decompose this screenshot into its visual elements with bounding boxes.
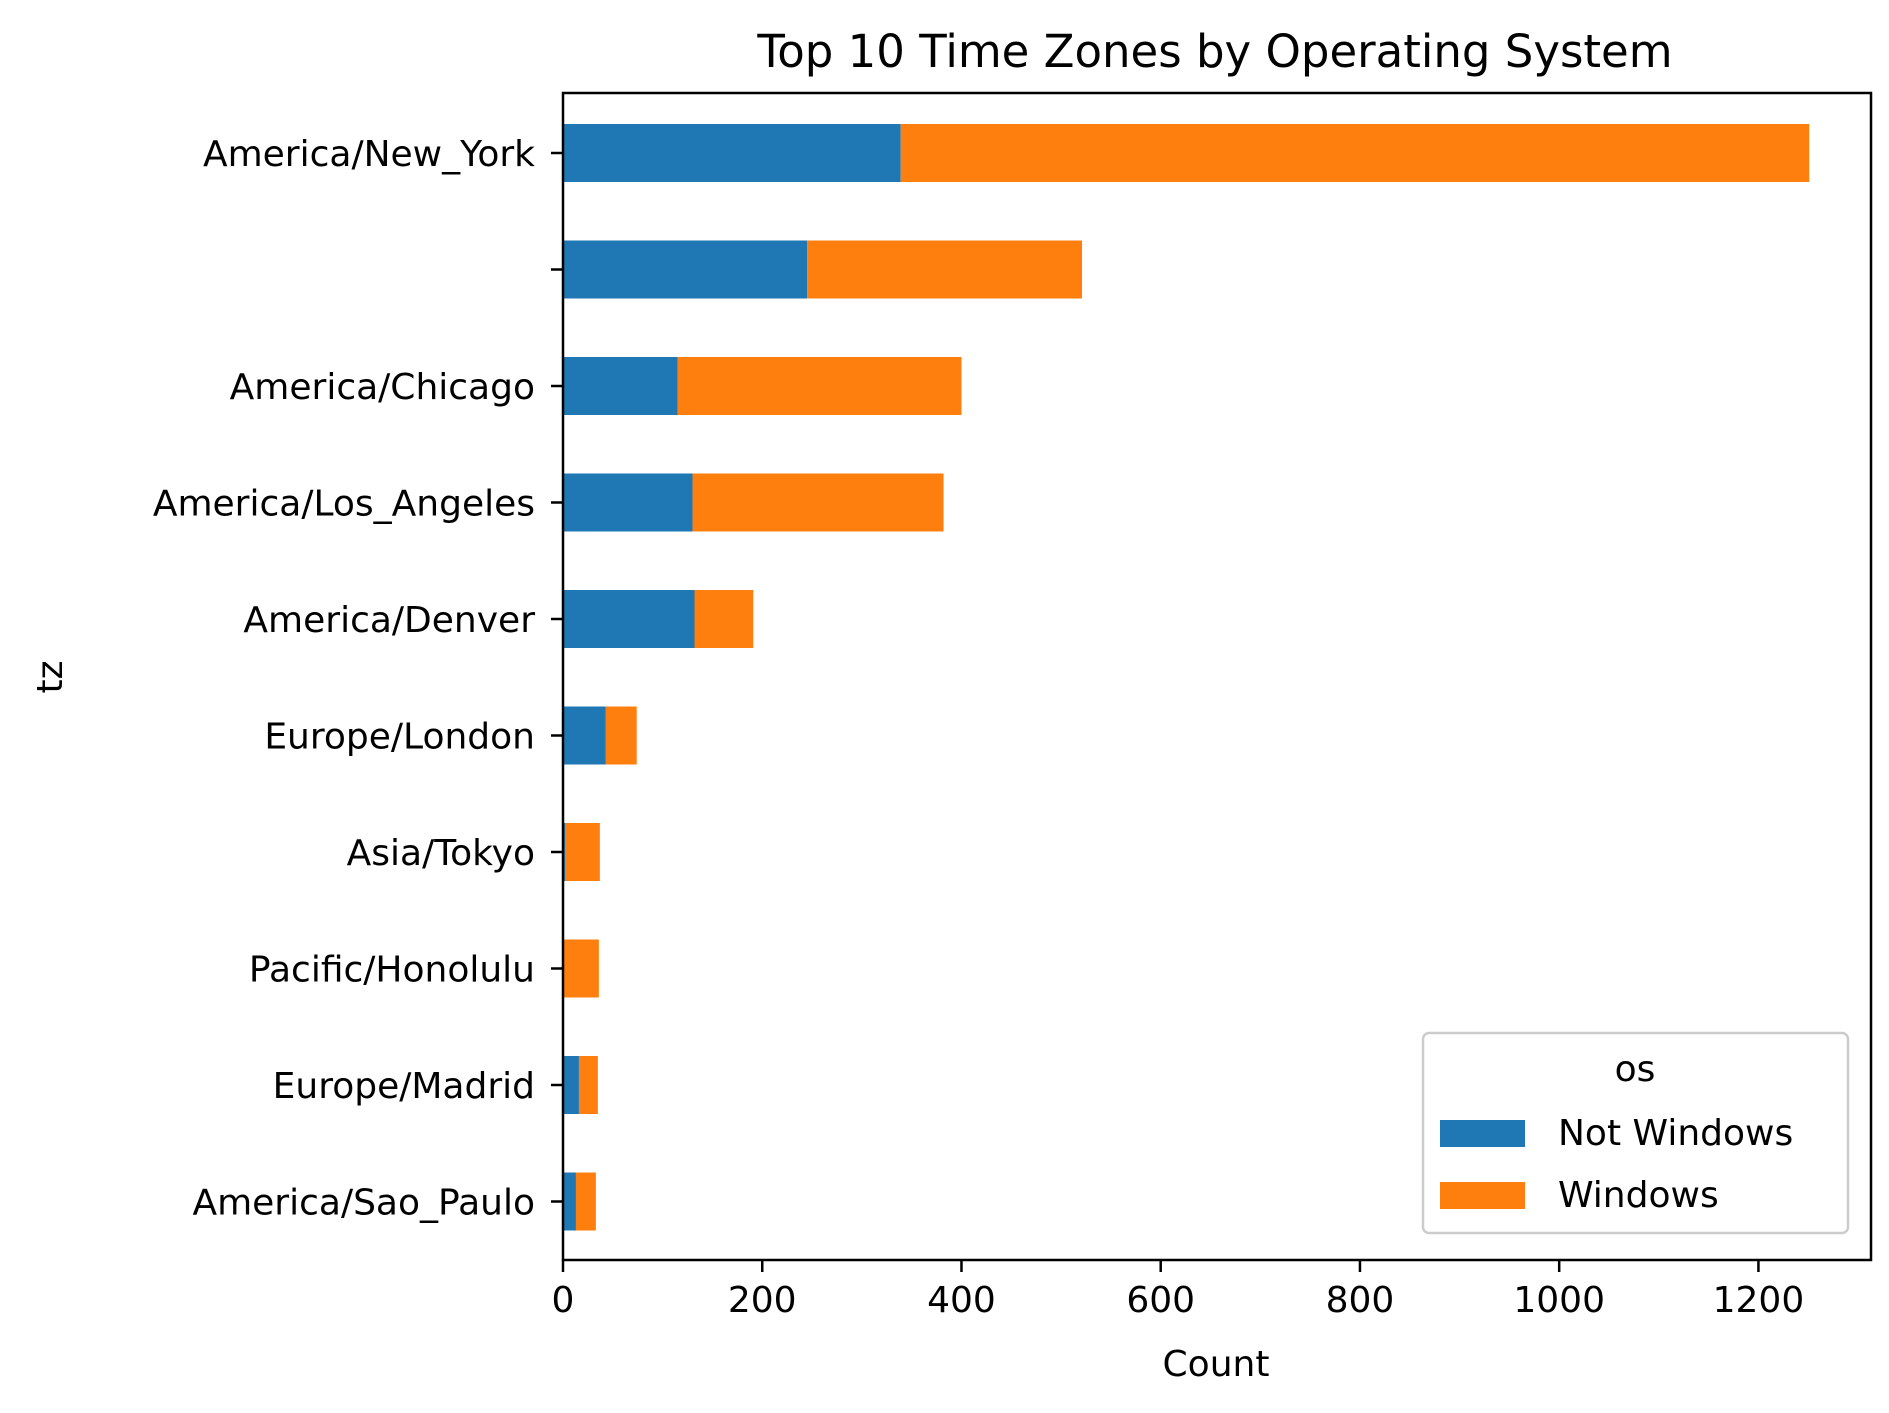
bar-windows-asia-tokyo [564,823,600,881]
plot-area-frame [561,91,1873,1262]
y-tick-label: Europe/London [264,717,535,758]
x-tick-label: 200 [728,1280,797,1321]
bar-not-windows-america-los-angeles [563,473,693,532]
bar-not-windows-america-chicago [563,357,678,415]
x-tick-label: 1000 [1513,1280,1605,1321]
x-tick-label: 400 [927,1280,996,1321]
y-tick-label: America/New_York [203,134,535,175]
bar-windows-pacific-honolulu [563,939,599,998]
y-axis-ticks: America/New_York America/Chicago America/L… [153,134,563,1224]
x-axis-ticks: 0 200 400 600 800 1000 1200 [552,1260,1805,1321]
bars-layer [563,124,1810,1231]
legend-swatch-not-windows [1440,1120,1525,1147]
y-tick-label: Pacific/Honolulu [249,950,535,991]
bar-not-windows-europe-london [563,706,606,765]
chart-title: Top 10 Time Zones by Operating System [756,25,1672,78]
bar-not-windows-europe-madrid [563,1056,579,1114]
y-tick-label: America/Los_Angeles [153,484,535,525]
legend-label-windows: Windows [1558,1175,1719,1216]
y-tick-label: Asia/Tokyo [347,833,535,874]
legend-box [1421,1031,1850,1235]
bar-windows-europe-madrid [578,1056,598,1114]
bar-windows-america-los-angeles [692,473,944,532]
x-tick-label: 0 [552,1280,575,1321]
bar-windows-america-new-york [900,124,1810,182]
x-tick-label: 1200 [1713,1280,1805,1321]
y-axis-label: tz [30,660,71,693]
y-tick-label: America/Denver [243,600,535,641]
bar-not-windows-blank-1 [563,240,808,299]
legend: os Not Windows Windows [1421,1031,1850,1235]
legend-swatch-windows [1440,1182,1525,1209]
y-tick-label: America/Chicago [230,367,535,408]
bar-windows-europe-london [605,706,637,765]
y-tick-label: Europe/Madrid [273,1066,535,1107]
bar-not-windows-america-sao-paulo [563,1172,576,1231]
bar-not-windows-america-denver [563,590,695,648]
bar-windows-america-denver [694,590,754,648]
x-tick-label: 800 [1326,1280,1395,1321]
bar-windows-america-sao-paulo [575,1172,596,1231]
x-axis-label: Count [1163,1344,1270,1385]
legend-title: os [1615,1049,1656,1090]
bar-windows-blank-1 [807,240,1083,299]
bar-not-windows-america-new-york [563,124,901,182]
x-tick-label: 600 [1126,1280,1195,1321]
bar-windows-america-chicago [677,357,962,415]
y-tick-label: America/Sao_Paulo [192,1183,535,1224]
legend-label-not-windows: Not Windows [1558,1113,1793,1154]
